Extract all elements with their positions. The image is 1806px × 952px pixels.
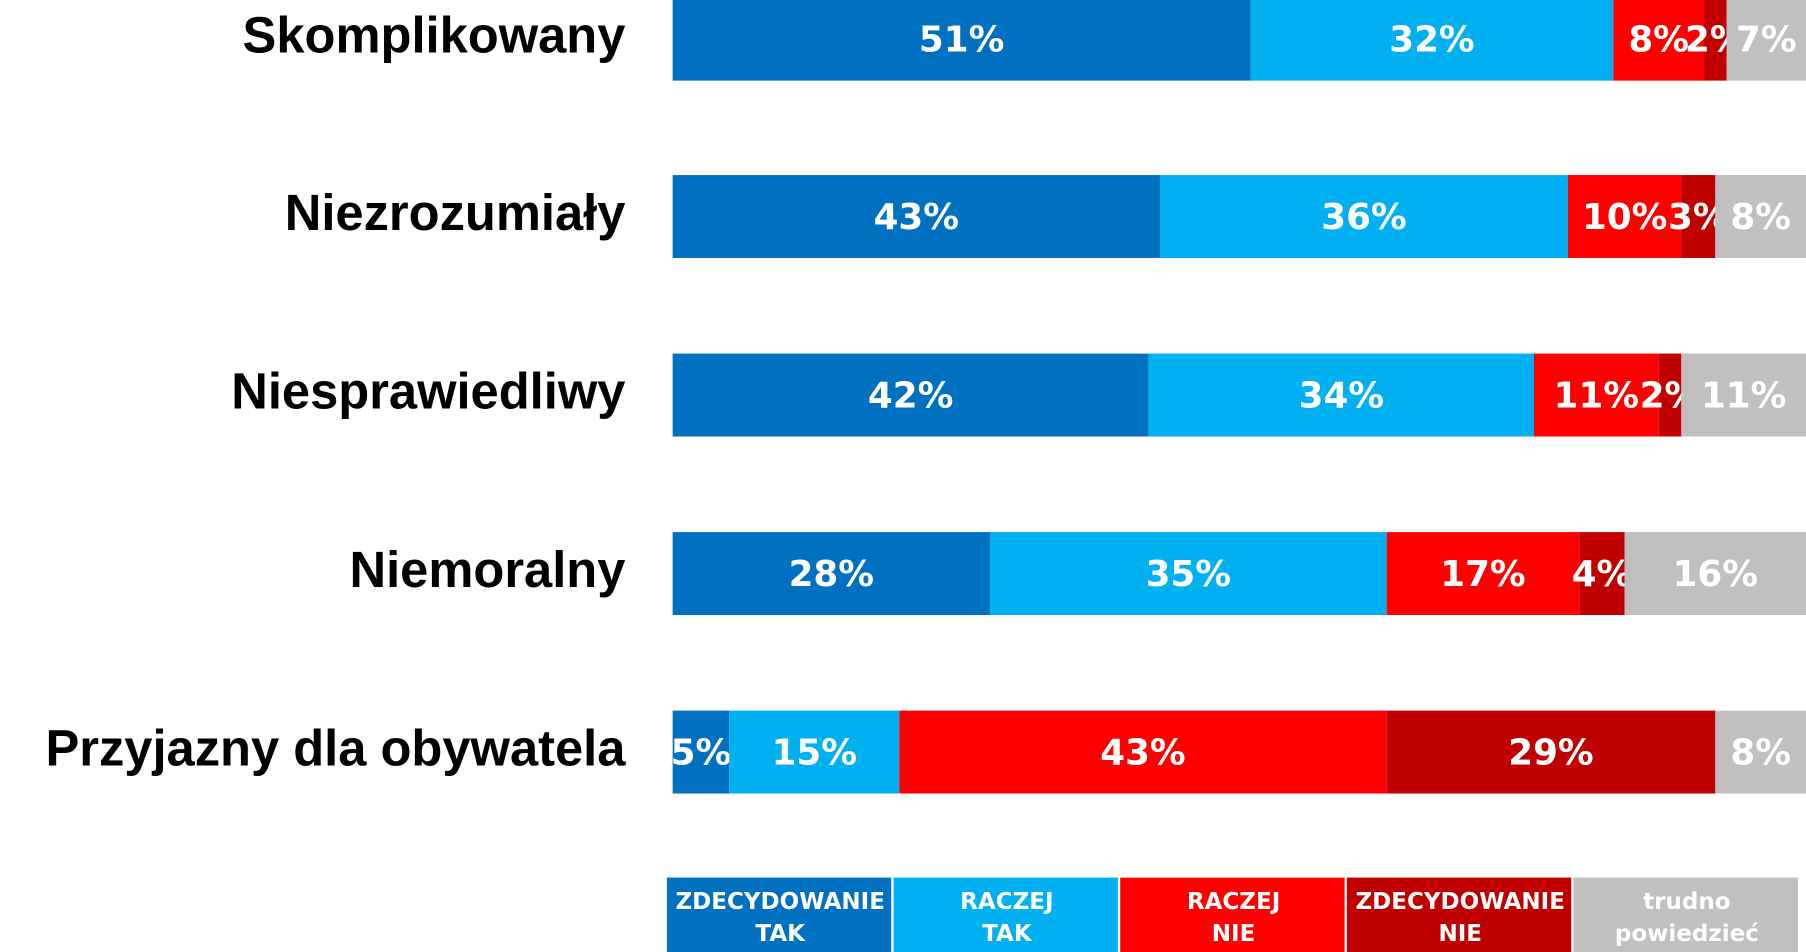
bar-segment	[1624, 532, 1806, 616]
bar-segment	[672, 175, 1160, 258]
bar-segment	[1658, 353, 1682, 437]
value-label: 28%	[789, 554, 874, 595]
value-label: 51%	[919, 19, 1004, 60]
value-label: 17%	[1440, 554, 1525, 595]
legend-swatch	[666, 877, 892, 952]
category-label: Skomplikowany	[243, 7, 626, 64]
value-label: 36%	[1321, 197, 1406, 238]
bar-segment	[1726, 0, 1806, 81]
value-label: 8%	[1628, 19, 1689, 60]
bar-segment	[899, 710, 1387, 794]
legend-swatch	[1573, 877, 1798, 952]
bar-segment	[672, 710, 730, 794]
value-label: 7%	[1736, 19, 1797, 60]
bar-segment	[1703, 0, 1727, 81]
value-label: 10%	[1582, 197, 1667, 238]
bar-segment	[1579, 532, 1625, 616]
bar-segment	[1386, 532, 1580, 616]
value-label: 11%	[1554, 375, 1639, 416]
category-label: Niemoralny	[350, 541, 626, 598]
category-label: Przyjazny dla obywatela	[45, 719, 626, 776]
value-label: 16%	[1673, 554, 1758, 595]
bar-segment	[1159, 175, 1568, 258]
value-label: 11%	[1701, 375, 1786, 416]
legend-label: ZDECYDOWANIE TAK	[675, 888, 884, 946]
legend-swatch	[893, 877, 1118, 952]
legend-label: trudno powiedzieć	[1615, 888, 1759, 946]
bar-segment	[1533, 353, 1659, 437]
bar-segment	[672, 0, 1251, 81]
value-label: 15%	[772, 732, 857, 773]
value-label: 35%	[1146, 554, 1231, 595]
value-label: 5%	[671, 732, 732, 773]
legend-label: RACZEJ NIE	[1187, 888, 1280, 946]
category-label: Niezrozumiały	[285, 184, 626, 241]
value-label: 32%	[1389, 19, 1474, 60]
bar-segment	[1681, 353, 1806, 437]
legend-swatch	[1120, 877, 1345, 952]
value-label: 43%	[1100, 732, 1185, 773]
value-label: 8%	[1730, 197, 1791, 238]
legend-swatch	[1346, 877, 1572, 952]
bar-segment	[1715, 710, 1806, 794]
value-label: 42%	[868, 375, 953, 416]
value-label: 43%	[874, 197, 959, 238]
category-label: Niesprawiedliwy	[231, 362, 625, 419]
value-label: 8%	[1730, 732, 1791, 773]
value-label: 34%	[1299, 375, 1384, 416]
legend-label: RACZEJ TAK	[960, 888, 1053, 946]
legend-label: ZDECYDOWANIE NIE	[1355, 888, 1564, 946]
bar-segment	[1715, 175, 1806, 258]
bar-segment	[1250, 0, 1614, 81]
bar-segment	[1567, 175, 1682, 258]
bar-segment	[1148, 353, 1534, 437]
value-label: 29%	[1508, 732, 1593, 773]
value-label: 4%	[1572, 554, 1633, 595]
bar-segment	[1613, 0, 1704, 81]
bar-segment	[672, 532, 990, 616]
bar-segment	[1681, 175, 1716, 258]
bar-segment	[989, 532, 1387, 616]
bar-segment	[729, 710, 900, 794]
bar-segment	[1386, 710, 1716, 794]
bar-segment	[672, 353, 1149, 437]
